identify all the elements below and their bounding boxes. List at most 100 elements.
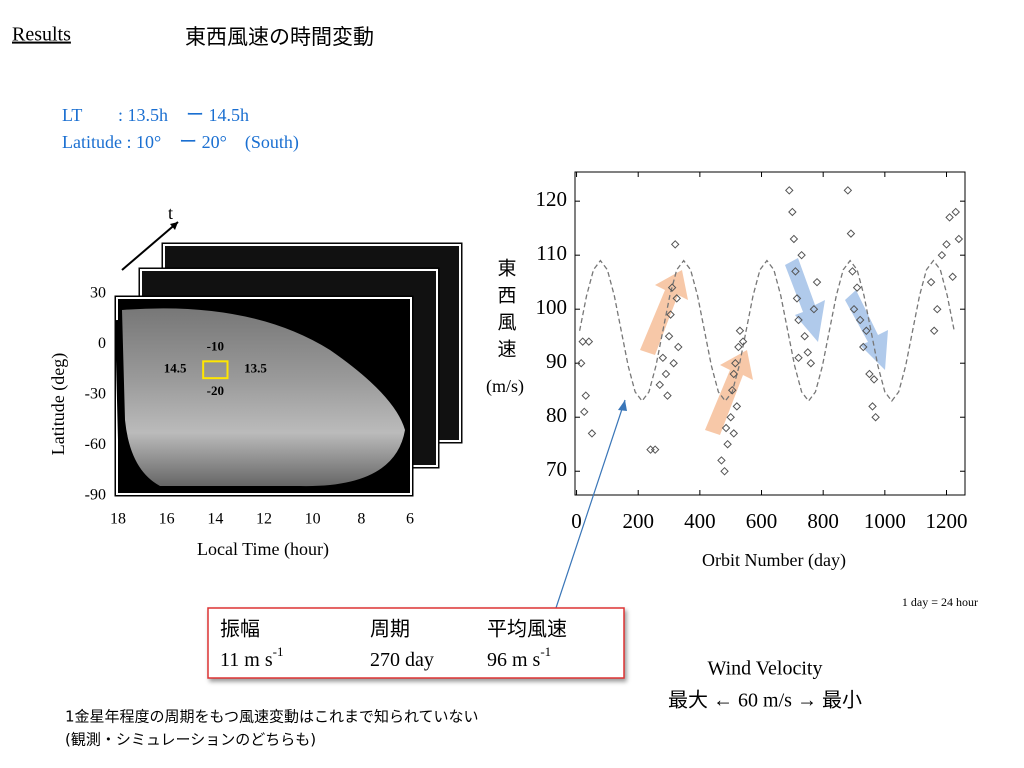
- cell-sup: -1: [540, 644, 551, 659]
- table-header: 周期: [370, 617, 410, 641]
- x-tick-label: 400: [684, 509, 716, 533]
- data-point: [937, 250, 947, 260]
- data-point: [581, 391, 591, 400]
- y-tick-label: 0: [98, 335, 106, 352]
- fit-curve: [578, 259, 955, 403]
- data-point: [658, 353, 668, 363]
- data-point: [869, 375, 879, 384]
- data-point: [729, 369, 739, 379]
- y-tick-label: -90: [85, 487, 106, 504]
- data-point: [926, 277, 936, 287]
- y-axis-label: 東西風速: [495, 258, 517, 366]
- y-tick-label: 90: [546, 349, 567, 373]
- x-tick-label: 6: [406, 511, 414, 528]
- data-point: [785, 186, 794, 195]
- box-label: -10: [207, 338, 224, 353]
- x-tick-label: 600: [746, 509, 778, 533]
- section-label: Results: [12, 24, 71, 46]
- x-tick-label: 16: [159, 511, 175, 528]
- x-axis-label: Orbit Number (day): [702, 550, 846, 571]
- data-point: [942, 240, 951, 249]
- table-cell: 11 m s-1: [220, 644, 283, 671]
- data-point: [871, 412, 880, 422]
- x-tick-label: 1000: [864, 509, 906, 533]
- condition: Latitude : 10° ー 20° (South): [62, 132, 299, 153]
- y-tick-label: 80: [546, 403, 567, 427]
- x-tick-label: 1200: [926, 509, 968, 533]
- cell-main: 270 day: [370, 649, 434, 671]
- data-point: [852, 283, 862, 292]
- data-point: [576, 358, 586, 368]
- condition: LT : 13.5h ー 14.5h: [62, 105, 249, 125]
- data-point: [669, 358, 678, 368]
- data-point: [803, 348, 813, 357]
- time-arrow: [121, 221, 179, 271]
- data-point: [727, 385, 737, 395]
- image-stack: [114, 221, 463, 497]
- data-point: [951, 207, 960, 217]
- data-point: [848, 267, 857, 276]
- data-point: [674, 342, 683, 352]
- data-point: [723, 439, 732, 449]
- data-point: [800, 331, 809, 341]
- trend-arrow: [785, 258, 825, 342]
- data-point: [720, 466, 729, 476]
- y-axis-unit: (m/s): [486, 376, 524, 397]
- data-point: [650, 445, 660, 454]
- y-axis-label: Latitude (deg): [48, 353, 69, 455]
- data-point: [945, 213, 954, 222]
- data-point: [933, 304, 942, 314]
- x-tick-label: 800: [807, 509, 839, 533]
- data-point: [809, 304, 819, 314]
- cloud-image: [122, 308, 405, 487]
- y-tick-label: -60: [85, 436, 106, 453]
- data-point: [731, 358, 740, 368]
- y-tick-label: 30: [90, 285, 106, 302]
- table-cell: 270 day: [370, 649, 434, 671]
- data-point: [948, 272, 957, 282]
- y-tick-label: -30: [85, 386, 106, 403]
- trend-arrow: [640, 270, 688, 355]
- data-point: [806, 358, 816, 368]
- slide-title: 東西風速の時間変動: [185, 25, 374, 49]
- data-point: [929, 326, 939, 336]
- data-point: [664, 331, 674, 341]
- cell-main: 11 m s: [220, 649, 273, 671]
- data-point: [812, 277, 822, 287]
- data-point: [788, 207, 797, 217]
- x-tick-label: 18: [110, 511, 126, 528]
- note: 1金星年程度の周期をもつ風速変動はこれまで知られていない: [65, 708, 479, 726]
- y-tick-label: 110: [536, 241, 567, 265]
- table-cell: 96 m s-1: [487, 644, 551, 671]
- data-point: [792, 294, 802, 303]
- data-point: [849, 304, 859, 314]
- y-tick-label: 100: [536, 295, 568, 319]
- data-point: [732, 402, 742, 411]
- y-tick-label: 70: [546, 457, 567, 481]
- x-axis-label: Local Time (hour): [197, 539, 329, 560]
- x-tick-label: 12: [256, 511, 272, 528]
- data-point: [661, 369, 671, 379]
- data-point: [735, 326, 745, 336]
- data-point: [717, 456, 726, 465]
- data-point: [721, 423, 731, 433]
- box-label: 13.5: [244, 361, 267, 376]
- data-point: [578, 337, 587, 346]
- data-point: [954, 234, 964, 244]
- y-tick-label: 120: [536, 187, 568, 211]
- note: 1 day = 24 hour: [902, 595, 978, 609]
- x-tick-label: 8: [357, 511, 365, 528]
- note: (観測・シミュレーションのどちらも): [65, 731, 316, 749]
- time-axis-label: t: [168, 203, 173, 223]
- x-tick-label: 0: [571, 509, 582, 533]
- box-label: 14.5: [164, 361, 187, 376]
- region-box: [202, 360, 229, 380]
- data-point: [667, 283, 677, 292]
- data-point: [587, 429, 597, 438]
- wind-title: Wind Velocity: [708, 658, 823, 680]
- data-point: [646, 445, 655, 454]
- pointer-line: [547, 399, 626, 633]
- data-point: [797, 250, 806, 260]
- x-tick-label: 14: [207, 511, 223, 528]
